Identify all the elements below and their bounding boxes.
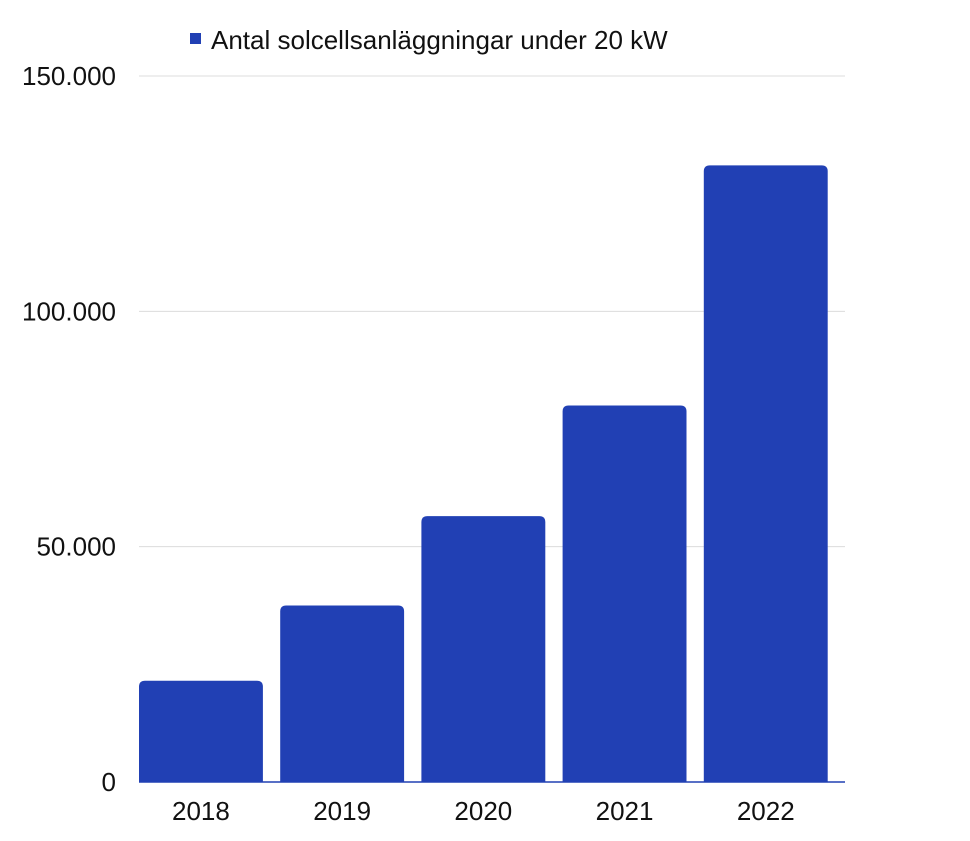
bar-2021 [562, 405, 687, 782]
y-axis-tick-labels: 0 50.000 100.000 150.000 [22, 61, 116, 797]
bar-2020 [421, 516, 546, 782]
legend-swatch [190, 33, 201, 44]
bar-2022 [703, 165, 828, 783]
x-tick-label: 2021 [596, 796, 654, 826]
legend: Antal solcellsanläggningar under 20 kW [190, 25, 668, 55]
y-tick-label: 150.000 [22, 61, 116, 91]
x-tick-label: 2018 [172, 796, 230, 826]
x-tick-label: 2022 [737, 796, 795, 826]
y-tick-label: 100.000 [22, 296, 116, 326]
x-axis-category-labels: 2018 2019 2020 2021 2022 [172, 796, 795, 826]
legend-label: Antal solcellsanläggningar under 20 kW [211, 25, 668, 55]
bar-2019 [280, 605, 405, 782]
x-tick-label: 2019 [313, 796, 371, 826]
x-tick-label: 2020 [454, 796, 512, 826]
bar-2018 [139, 680, 263, 782]
y-tick-label: 0 [102, 767, 116, 797]
y-tick-label: 50.000 [36, 532, 116, 562]
bars [139, 165, 828, 783]
